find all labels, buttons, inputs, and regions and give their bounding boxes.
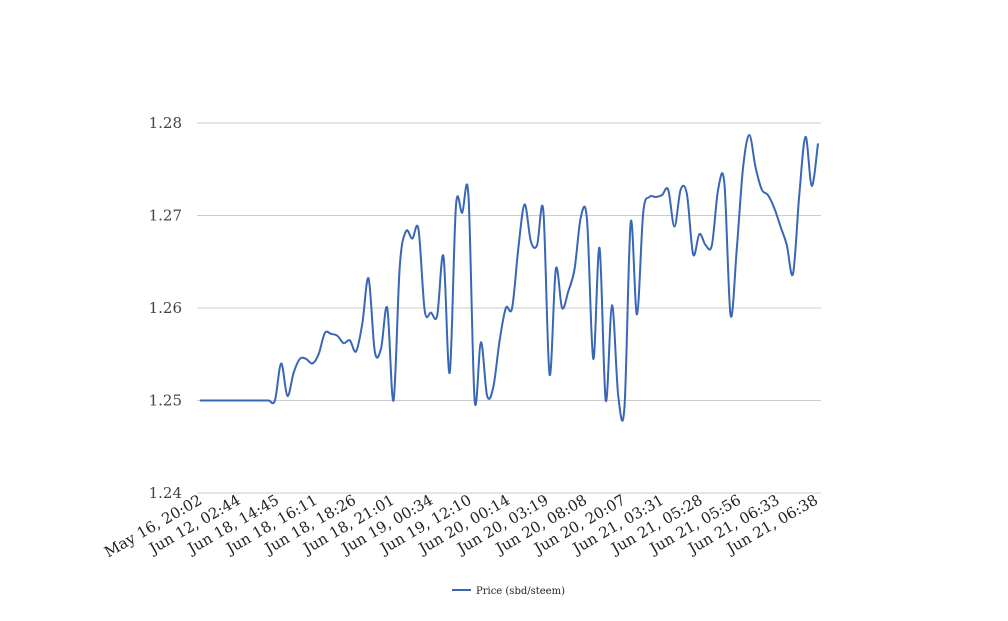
y-axis-ticks: 1.24 1.25 1.26 1.27 1.28 [149,114,182,502]
y-tick-label: 1.24 [149,484,182,502]
legend-label: Price (sbd/steem) [476,586,565,597]
y-tick-label: 1.25 [149,392,182,410]
y-tick-label: 1.27 [149,207,182,225]
legend: Price (sbd/steem) [452,586,565,597]
series-lines [199,134,819,422]
y-tick-label: 1.28 [149,114,182,132]
y-tick-label: 1.26 [149,299,182,317]
series-line-price [199,134,819,422]
